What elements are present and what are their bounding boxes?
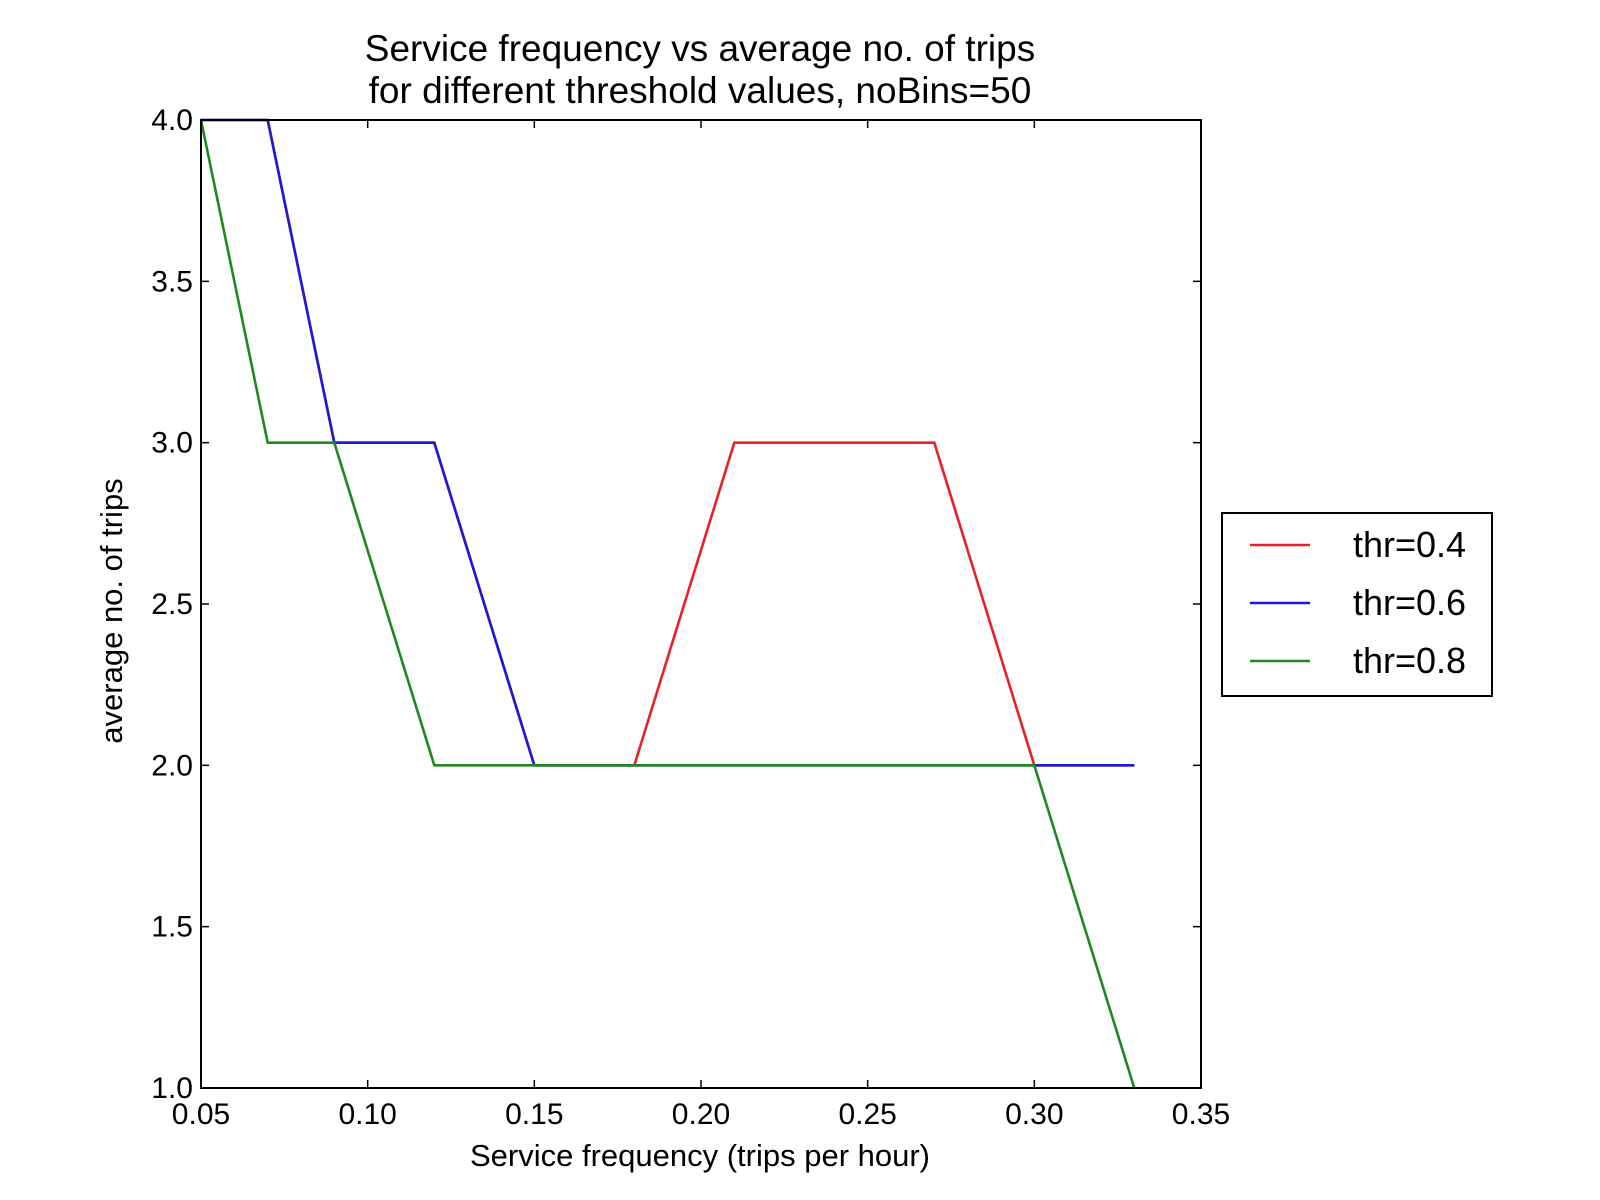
x-tick-label: 0.05 (172, 1098, 230, 1131)
x-tick-label: 0.35 (1172, 1098, 1230, 1131)
chart-subtitle: for different threshold values, noBins=5… (368, 70, 1032, 111)
y-tick-label: 3.0 (151, 427, 193, 460)
series-line-2 (201, 119, 1136, 1089)
x-tick-label: 0.15 (505, 1098, 563, 1131)
legend: thr=0.4 thr=0.6 thr=0.8 (1221, 512, 1493, 697)
plot-frame (200, 119, 1202, 1089)
y-tick-label: 4.0 (151, 104, 193, 137)
series-layer (201, 118, 1136, 1089)
y-tick-label: 1.5 (151, 911, 193, 944)
legend-label-2: thr=0.8 (1353, 640, 1466, 681)
x-tick-label: 0.20 (672, 1098, 730, 1131)
y-tick-label: 1.0 (151, 1072, 193, 1105)
legend-label-1: thr=0.6 (1353, 582, 1466, 623)
x-tick-label: 0.30 (1005, 1098, 1063, 1131)
y-tick-label: 3.5 (151, 265, 193, 298)
x-tick-label: 0.10 (338, 1098, 396, 1131)
y-tick-label: 2.5 (151, 588, 193, 621)
legend-label-0: thr=0.4 (1353, 524, 1466, 565)
series-line-1 (201, 118, 1135, 767)
y-axis-label: average no. of trips (94, 478, 129, 744)
chart-title: Service frequency vs average no. of trip… (364, 28, 1036, 69)
x-axis-label: Service frequency (trips per hour) (469, 1138, 931, 1173)
legend-box (1221, 512, 1493, 697)
y-tick-label: 2.0 (151, 749, 193, 782)
tick-layer: 0.05 0.10 0.15 0.20 0.25 0.30 0.35 1.0 1.5 2.0 2.5… (151, 104, 1230, 1131)
x-tick-label: 0.25 (838, 1098, 896, 1131)
